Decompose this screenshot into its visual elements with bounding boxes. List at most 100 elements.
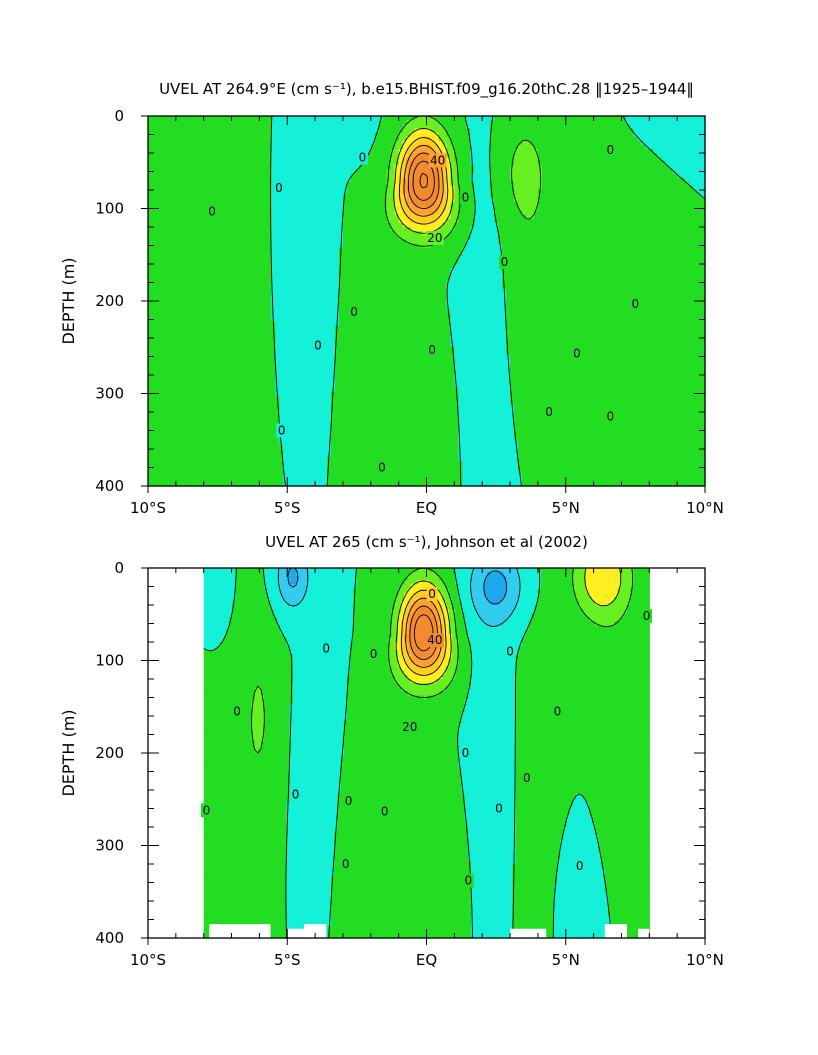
field-cell xyxy=(160,149,165,154)
field-cell xyxy=(685,157,690,162)
field-cell xyxy=(478,252,483,257)
field-cell xyxy=(343,235,348,240)
field-cell xyxy=(594,137,599,142)
field-cell xyxy=(621,235,626,240)
field-cell xyxy=(411,132,416,137)
field-cell xyxy=(184,137,189,142)
field-cell xyxy=(590,145,595,150)
field-cell xyxy=(279,128,284,133)
field-cell xyxy=(375,227,380,232)
field-cell xyxy=(319,178,324,183)
field-cell xyxy=(586,235,591,240)
field-cell xyxy=(629,198,634,203)
field-cell xyxy=(570,116,575,121)
field-cell xyxy=(291,153,296,158)
field-cell xyxy=(693,239,698,244)
field-cell xyxy=(367,235,372,240)
field-cell xyxy=(192,174,197,179)
field-cell xyxy=(331,231,336,236)
field-cell xyxy=(653,182,658,187)
field-cell xyxy=(502,235,507,240)
field-cell xyxy=(653,202,658,207)
field-cell xyxy=(546,149,551,154)
field-cell xyxy=(454,194,459,199)
field-cell xyxy=(343,194,348,199)
field-cell xyxy=(669,137,674,142)
field-cell xyxy=(315,157,320,162)
field-cell xyxy=(574,161,579,166)
field-cell xyxy=(669,178,674,183)
field-cell xyxy=(550,202,555,207)
field-cell xyxy=(243,190,248,195)
field-cell xyxy=(558,169,563,174)
field-cell xyxy=(331,182,336,187)
field-cell xyxy=(335,169,340,174)
field-cell xyxy=(482,239,487,244)
field-cell xyxy=(546,186,551,191)
field-cell xyxy=(510,243,515,248)
field-cell xyxy=(220,202,225,207)
field-cell xyxy=(546,174,551,179)
field-cell xyxy=(335,202,340,207)
field-cell xyxy=(335,231,340,236)
field-cell xyxy=(307,223,312,228)
field-cell xyxy=(657,128,662,133)
field-cell xyxy=(454,128,459,133)
field-cell xyxy=(653,227,658,232)
field-cell xyxy=(164,198,169,203)
field-cell xyxy=(522,149,527,154)
field-cell xyxy=(606,116,611,121)
field-cell xyxy=(423,132,428,137)
field-cell xyxy=(176,124,181,129)
field-cell xyxy=(228,141,233,146)
field-cell xyxy=(275,243,280,248)
field-cell xyxy=(625,219,630,224)
field-cell xyxy=(518,128,523,133)
field-cell xyxy=(172,182,177,187)
field-cell xyxy=(661,227,666,232)
field-cell xyxy=(327,174,332,179)
field-cell xyxy=(629,141,634,146)
field-cell xyxy=(494,137,499,142)
field-cell xyxy=(200,215,205,220)
field-cell xyxy=(188,227,193,232)
field-cell xyxy=(359,124,364,129)
field-cell xyxy=(478,206,483,211)
field-cell xyxy=(275,174,280,179)
field-cell xyxy=(427,190,432,195)
field-cell xyxy=(375,120,380,125)
field-cell xyxy=(359,178,364,183)
field-cell xyxy=(291,157,296,162)
field-cell xyxy=(216,227,221,232)
field-cell xyxy=(669,169,674,174)
field-cell xyxy=(430,198,435,203)
field-cell xyxy=(232,153,237,158)
field-cell xyxy=(661,190,666,195)
field-cell xyxy=(415,252,420,257)
field-cell xyxy=(391,219,396,224)
field-cell xyxy=(582,198,587,203)
field-cell xyxy=(407,137,412,142)
field-cell xyxy=(307,182,312,187)
field-cell xyxy=(160,235,165,240)
field-cell xyxy=(212,223,217,228)
field-cell xyxy=(311,137,316,142)
field-cell xyxy=(570,243,575,248)
field-cell xyxy=(259,194,264,199)
field-cell xyxy=(530,178,535,183)
field-cell xyxy=(275,227,280,232)
field-cell xyxy=(633,128,638,133)
field-cell xyxy=(629,120,634,125)
field-cell xyxy=(192,202,197,207)
field-cell xyxy=(327,141,332,146)
field-cell xyxy=(243,231,248,236)
field-cell xyxy=(371,198,376,203)
field-cell xyxy=(438,190,443,195)
field-cell xyxy=(371,132,376,137)
field-cell xyxy=(506,149,511,154)
field-cell xyxy=(486,190,491,195)
field-cell xyxy=(335,219,340,224)
field-cell xyxy=(331,178,336,183)
field-cell xyxy=(188,202,193,207)
field-cell xyxy=(594,227,599,232)
